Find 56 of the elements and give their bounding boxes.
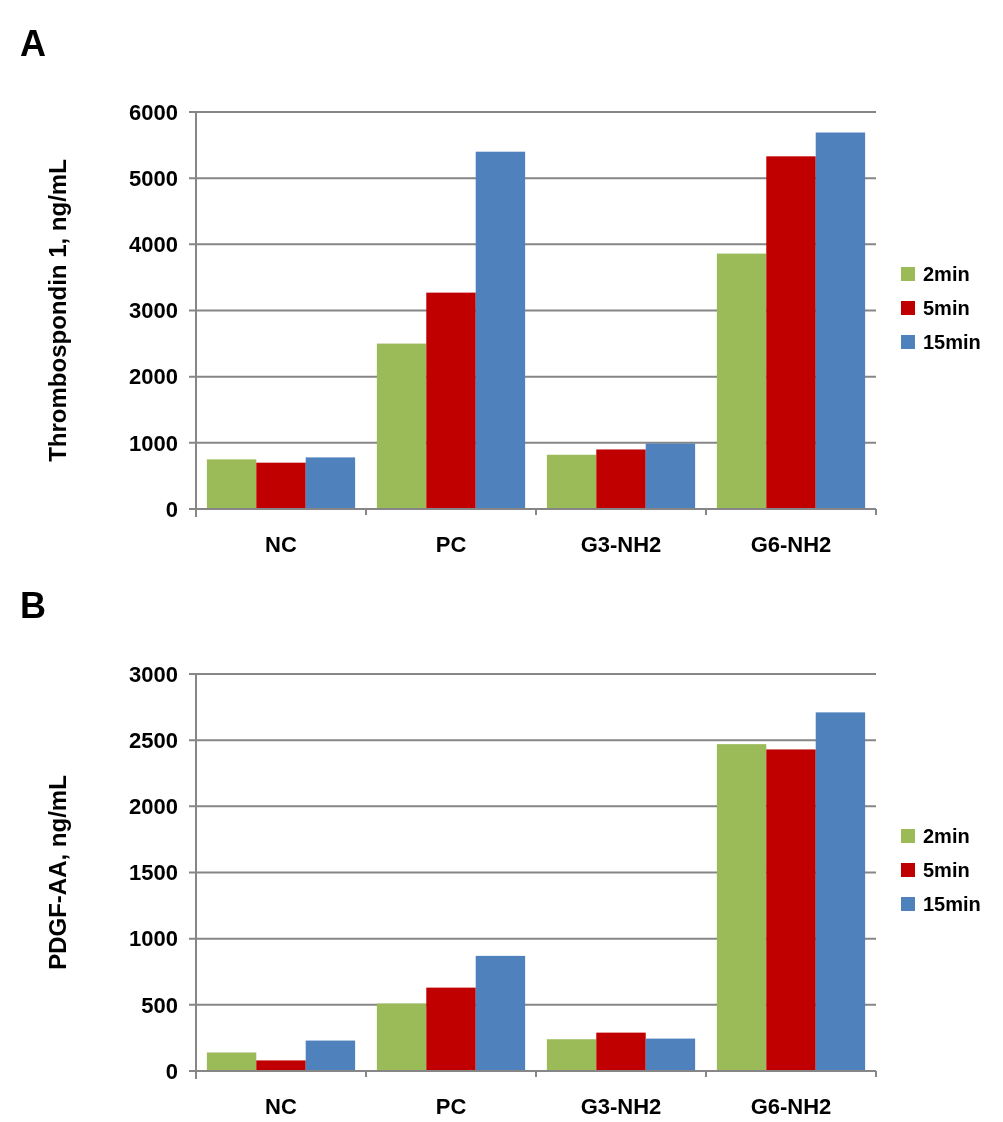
bar [716, 253, 767, 509]
y-tick-label: 0 [165, 496, 178, 522]
bar [426, 987, 476, 1071]
y-tick-label: 500 [141, 992, 178, 1018]
y-tick-label: 4000 [129, 232, 178, 258]
y-tick-label: 1000 [129, 926, 178, 952]
bar [206, 459, 257, 509]
legend-label: 15min [923, 331, 981, 353]
bar [475, 151, 526, 509]
y-axis-title: Thrombospondin 1, ng/mL [44, 159, 71, 462]
bar [256, 1060, 306, 1071]
bar [815, 712, 866, 1071]
legend-label: 2min [923, 263, 970, 285]
bar [376, 1003, 427, 1071]
y-tick-label: 3000 [129, 298, 178, 324]
y-tick-label: 0 [165, 1058, 178, 1084]
y-tick-label: 2000 [129, 794, 178, 820]
legend-label: 15min [923, 893, 981, 915]
bar [766, 749, 816, 1071]
legend-label: 5min [923, 859, 970, 881]
bar [546, 1039, 597, 1071]
y-tick-label: 1000 [129, 430, 178, 456]
bar [645, 1038, 696, 1071]
bar [305, 457, 356, 509]
y-tick-label: 1500 [129, 860, 178, 886]
bar [305, 1040, 356, 1071]
chart-title: B [20, 585, 46, 626]
bar [645, 443, 696, 509]
bar [426, 292, 476, 509]
x-tick-label: G6-NH2 [750, 532, 832, 557]
y-axis-title: PDGF-AA, ng/mL [44, 775, 71, 970]
legend-label: 2min [923, 825, 970, 847]
bar [596, 449, 646, 509]
y-tick-label: 2000 [129, 364, 178, 390]
y-tick-label: 5000 [129, 165, 178, 191]
x-tick-label: G6-NH2 [750, 1094, 832, 1119]
x-tick-label: G3-NH2 [580, 532, 662, 557]
x-tick-label: PC [435, 1094, 467, 1119]
bar [596, 1032, 646, 1071]
x-tick-label: NC [265, 1094, 297, 1119]
bar [206, 1052, 257, 1071]
x-tick-label: G3-NH2 [580, 1094, 662, 1119]
bar [376, 343, 427, 509]
y-tick-label: 3000 [129, 661, 178, 687]
legend-label: 5min [923, 297, 970, 319]
bar [766, 156, 816, 509]
bar [256, 462, 306, 509]
bar [475, 955, 526, 1071]
bar [716, 744, 767, 1071]
y-tick-label: 6000 [129, 99, 178, 125]
bar [815, 132, 866, 509]
chart-title: A [20, 23, 46, 64]
x-tick-label: PC [435, 532, 467, 557]
bar [546, 454, 597, 509]
y-tick-label: 2500 [129, 727, 178, 753]
x-tick-label: NC [265, 532, 297, 557]
